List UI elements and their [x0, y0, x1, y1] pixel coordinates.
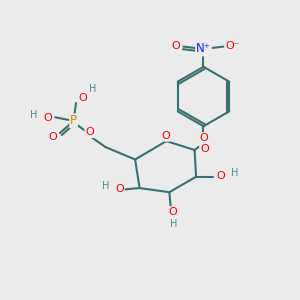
Text: O: O	[168, 207, 177, 217]
Text: H: H	[102, 181, 110, 191]
Text: O: O	[217, 171, 225, 181]
Text: O: O	[199, 133, 208, 143]
Text: O: O	[161, 131, 170, 141]
Text: N⁺: N⁺	[196, 42, 211, 56]
Text: O: O	[115, 184, 124, 194]
Text: H: H	[30, 110, 37, 120]
Text: H: H	[231, 168, 238, 178]
Text: O: O	[43, 113, 52, 123]
Text: O: O	[172, 41, 180, 51]
Text: O: O	[78, 93, 87, 103]
Text: P: P	[70, 114, 77, 128]
Text: H: H	[89, 84, 96, 94]
Text: O: O	[200, 144, 209, 154]
Text: O: O	[48, 132, 57, 142]
Text: H: H	[170, 219, 178, 229]
Text: O⁻: O⁻	[225, 41, 240, 51]
Text: O: O	[85, 127, 94, 137]
